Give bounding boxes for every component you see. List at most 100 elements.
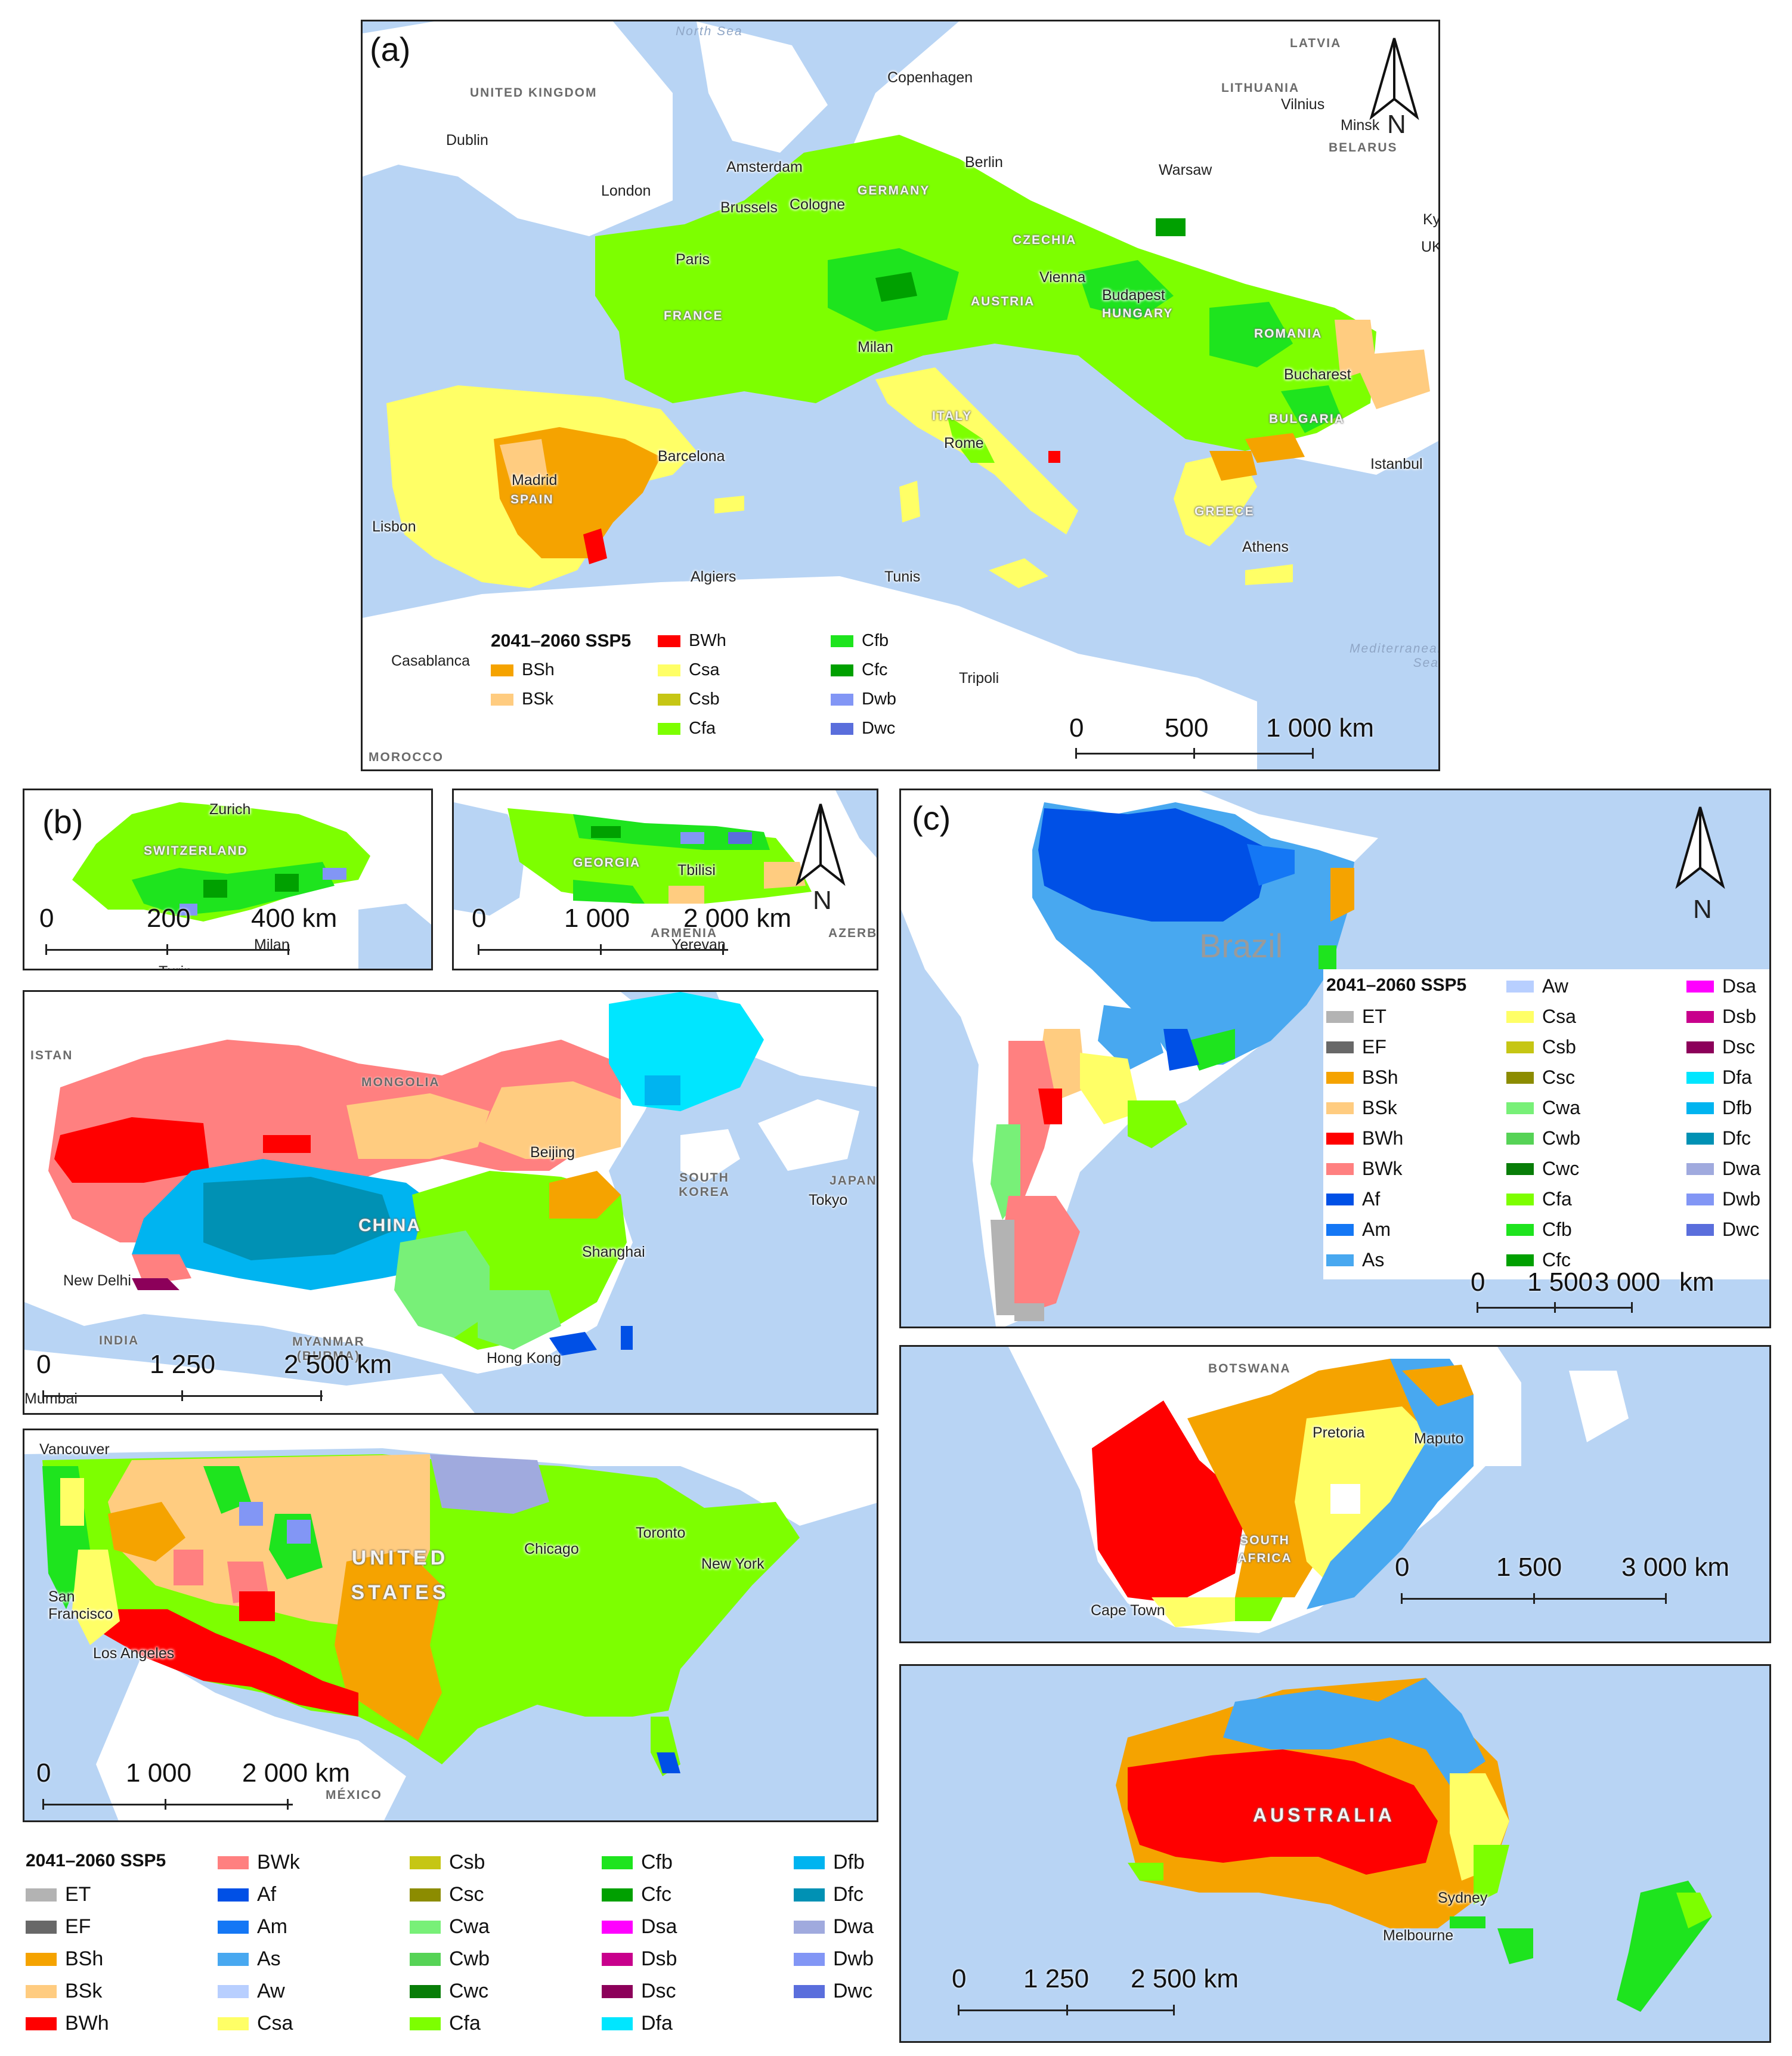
place-label: MOROCCO: [369, 750, 444, 764]
legend-swatch: [26, 1952, 57, 1966]
panel-switzerland: (b) Zurich SWITZERLAND Milan Turin 0 200…: [23, 789, 433, 970]
legend-label: BWh: [689, 631, 726, 650]
legend-swatch: [1506, 1254, 1534, 1266]
legend-swatch: [218, 1984, 249, 1998]
legend-item-dwa: Dwa: [1686, 1158, 1760, 1180]
legend-label: Dsc: [641, 1980, 676, 2002]
legend-item-ef: EF: [1326, 1036, 1386, 1058]
place-label: UNITED KINGDOM: [470, 86, 598, 100]
place-label: CZECHIA: [1013, 233, 1077, 247]
legend-swatch: [491, 664, 513, 676]
switzerland-map: [24, 790, 431, 969]
legend-label: BSk: [65, 1980, 103, 2002]
place-label: Toronto: [636, 1525, 686, 1541]
place-label: San Francisco: [48, 1588, 113, 1622]
legend-swatch: [410, 1856, 441, 1869]
place-label: Shanghai: [582, 1244, 645, 1260]
legend-item-cfb: Cfb: [1506, 1219, 1572, 1241]
legend-swatch: [794, 1952, 825, 1966]
scale-bar: 0 200 400 km: [39, 904, 337, 969]
place-label: Bucharest: [1284, 366, 1351, 383]
legend-item-dsb: Dsb: [1686, 1006, 1756, 1028]
legend-item-am: Am: [218, 1915, 287, 1938]
legend-swatch: [410, 2017, 441, 2030]
scale-bar: 0 1 250 2 500 km: [952, 1964, 1239, 2030]
legend-item-cfc: Cfc: [602, 1883, 671, 1906]
place-label: Los Angeles: [93, 1645, 175, 1662]
legend-title: 2041–2060 SSP5: [26, 1851, 166, 1871]
legend-label: Dwb: [1722, 1188, 1761, 1210]
legend-label: As: [1362, 1249, 1385, 1270]
place-label: Barcelona: [658, 448, 725, 465]
legend-item-dwa: Dwa: [794, 1915, 874, 1938]
legend-item-bwh: BWh: [1326, 1127, 1403, 1149]
legend-swatch: [1686, 1132, 1714, 1145]
place-label: Lisbon: [372, 518, 416, 535]
legend-item-dwb: Dwb: [1686, 1188, 1760, 1210]
legend-item-aw: Aw: [218, 1980, 285, 2003]
legend-item-dwc: Dwc: [1686, 1219, 1759, 1241]
place-label: Warsaw: [1159, 162, 1212, 178]
legend-swatch: [1686, 1102, 1714, 1114]
legend-swatch: [1686, 1071, 1714, 1084]
legend-item-am: Am: [1326, 1219, 1391, 1241]
legend-swatch: [1506, 1163, 1534, 1175]
legend-item-dsc: Dsc: [1686, 1036, 1755, 1058]
north-label: N: [813, 886, 832, 915]
place-label: Athens: [1242, 539, 1289, 555]
usa-map: [24, 1430, 877, 1820]
legend-item-bsh: BSh: [1326, 1066, 1398, 1089]
scale-label: 0: [472, 904, 487, 933]
scale-label: 200: [147, 904, 191, 933]
legend-label: Csb: [689, 690, 720, 709]
legend-label: Aw: [1542, 975, 1568, 997]
place-label: LATVIA: [1290, 36, 1342, 50]
legend-swatch: [794, 1888, 825, 1902]
place-label: ARMENIA: [651, 926, 717, 940]
legend-label: Csa: [257, 2012, 293, 2035]
legend-label: Cwb: [1542, 1127, 1581, 1149]
legend-label: As: [257, 1947, 281, 1970]
legend-swatch: [1326, 1223, 1354, 1236]
legend-item-csb: Csb: [410, 1851, 485, 1874]
legend-item-dwc: Dwc: [794, 1980, 872, 2003]
legend-item-csc: Csc: [410, 1883, 484, 1906]
legend-label: BSk: [522, 690, 554, 709]
legend-label: Cfb: [641, 1851, 673, 1873]
place-label: Brussels: [720, 199, 778, 216]
australia-map: [1116, 1678, 1712, 2012]
legend-swatch: [218, 1952, 249, 1966]
legend-label: Dfc: [1722, 1127, 1751, 1149]
legend-item-dfa: Dfa: [1686, 1066, 1752, 1089]
legend-swatch: [1506, 980, 1534, 993]
legend-item-dsa: Dsa: [1686, 975, 1756, 997]
legend-label: Dfa: [1722, 1066, 1752, 1088]
legend-item-bsk: BSk: [26, 1980, 102, 2003]
legend-label: BSk: [1362, 1097, 1397, 1118]
place-label: BULGARIA: [1269, 412, 1345, 426]
scale-label: 0: [36, 1758, 51, 1788]
legend-label: Af: [257, 1883, 277, 1906]
place-label: FRANCE: [664, 309, 723, 323]
legend-swatch: [26, 1984, 57, 1998]
legend-label: Cfa: [1542, 1188, 1572, 1210]
legend-swatch: [1326, 1163, 1354, 1175]
legend-item-bsk: BSk: [1326, 1097, 1397, 1119]
scale-label: 0: [952, 1964, 967, 1993]
scale-bar: 0 1 500 3 000 km: [1395, 1553, 1729, 1618]
legend-swatch: [658, 664, 680, 676]
legend-item-bwh: BWh: [26, 2012, 109, 2035]
legend-item-bwh: BWh: [658, 631, 726, 651]
legend-label: Dwa: [1722, 1158, 1761, 1179]
place-label: New Delhi: [63, 1272, 131, 1289]
legend-swatch: [1326, 1132, 1354, 1145]
place-label: Minsk: [1341, 117, 1380, 134]
legend-item-csa: Csa: [218, 2012, 293, 2035]
legend-item-bsh: BSh: [26, 1947, 103, 1971]
legend-item-cfa: Cfa: [1506, 1188, 1572, 1210]
panel-usa: Vancouver Toronto Chicago New York UNITE…: [23, 1429, 878, 1822]
legend-item-af: Af: [218, 1883, 276, 1906]
legend-item-cwb: Cwb: [410, 1947, 490, 1971]
south-africa-map: [1008, 1347, 1629, 1633]
legend-label: Cfc: [862, 660, 888, 679]
